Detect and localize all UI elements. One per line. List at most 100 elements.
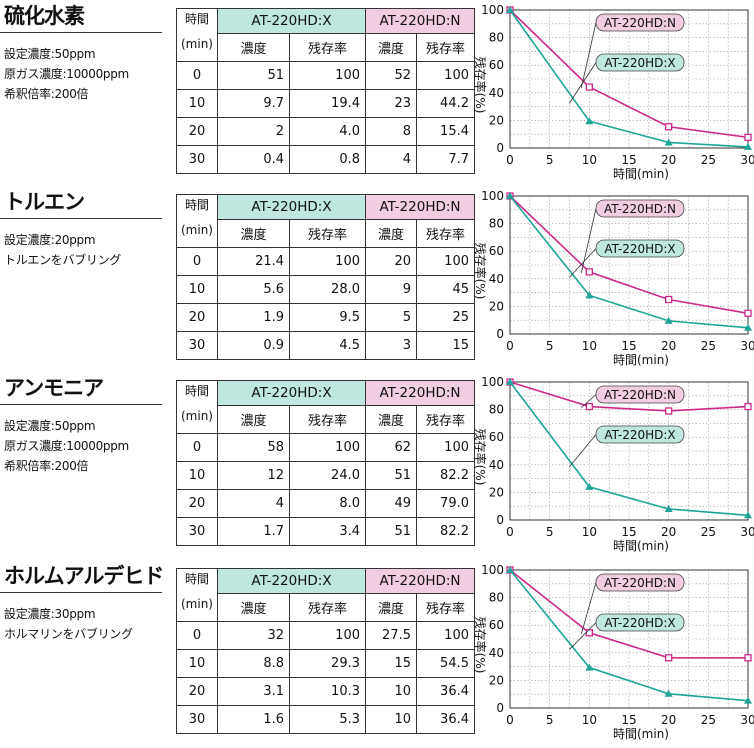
series-x — [506, 566, 752, 704]
table-row: 10 5.6 28.0 9 45 — [176, 275, 475, 304]
n-conc-header: 濃度 — [365, 33, 417, 62]
table-row: 20 3.1 10.3 10 36.4 — [176, 677, 475, 706]
n-residual-header: 残存率 — [416, 593, 475, 622]
header-row: 時間 AT-220HD:X AT-220HD:N — [176, 568, 475, 594]
data-point — [744, 323, 752, 331]
test-conditions: 設定濃度:30ppm ホルマリンをバブリング — [4, 604, 133, 644]
legend-label: AT-220HD:N — [604, 388, 676, 402]
time-cell: 20 — [176, 303, 218, 332]
x-axis-label: 時間(min) — [613, 353, 669, 367]
x-residual-header: 残存率 — [289, 33, 366, 62]
x-conc-header: 濃度 — [216, 219, 291, 248]
x-res-cell: 28.0 — [289, 275, 366, 304]
x-tick-label: 5 — [546, 153, 554, 167]
legend-x: AT-220HD:X — [569, 425, 685, 468]
x-tick-label: 30 — [740, 525, 754, 539]
x-conc-cell: 0.9 — [216, 331, 291, 360]
y-tick-label: 0 — [496, 327, 504, 341]
title-divider — [0, 592, 162, 593]
y-tick-label: 80 — [489, 31, 504, 45]
table-row: 10 12 24.0 51 82.2 — [176, 461, 475, 490]
y-tick-label: 20 — [489, 113, 504, 127]
time-header-label: 時間 — [184, 12, 209, 26]
legend-leader — [569, 622, 597, 650]
x-tick-label: 5 — [546, 713, 554, 727]
legend-box — [595, 53, 685, 72]
n-conc-header: 濃度 — [365, 219, 417, 248]
data-point — [744, 696, 752, 704]
time-cell: 30 — [176, 517, 218, 546]
n-conc-cell: 52 — [365, 61, 417, 90]
gas-section: アンモニア 設定濃度:50ppm 原ガス濃度:10000ppm 希釈倍率:200倍 時間… — [0, 374, 754, 554]
y-tick-label: 100 — [481, 375, 504, 389]
residual-chart: 0 20 40 60 80 100 0 5 10 15 20 25 30 時間(min) 残存率(%) AT-… — [473, 3, 754, 181]
x-tick-label: 10 — [582, 339, 597, 353]
table-row: 20 2 4.0 8 15.4 — [176, 117, 475, 146]
header-row: 時間 AT-220HD:X AT-220HD:N — [176, 380, 475, 406]
y-axis-label: 残存率(%) — [473, 57, 488, 114]
x-conc-cell: 51 — [216, 61, 291, 90]
n-conc-header: 濃度 — [365, 405, 417, 434]
table-row: 0 32 100 27.5 100 — [176, 621, 475, 650]
condition-line: 設定濃度:30ppm — [4, 607, 96, 621]
n-res-cell: 25 — [416, 303, 475, 332]
data-point — [664, 316, 673, 324]
time-cell: 30 — [176, 145, 218, 174]
data-point — [664, 138, 673, 146]
model-x-header: AT-220HD:X — [217, 194, 366, 220]
time-cell: 30 — [176, 331, 218, 360]
residual-chart: 0 20 40 60 80 100 0 5 10 15 20 25 30 時間(min) 残存率(%) AT-… — [473, 189, 754, 367]
x-res-cell: 5.3 — [289, 705, 366, 734]
results-table: 時間 AT-220HD:X AT-220HD:N (min) 濃度 残存率 濃度 残存率 0 58… — [176, 380, 475, 546]
time-header: 時間 — [176, 8, 218, 34]
x-axis-label: 時間(min) — [613, 167, 669, 181]
x-conc-cell: 3.1 — [216, 677, 291, 706]
gas-title: トルエン — [4, 190, 85, 214]
y-tick-label: 80 — [489, 217, 504, 231]
data-point — [506, 378, 514, 385]
time-cell: 20 — [176, 677, 218, 706]
x-conc-cell: 12 — [216, 461, 291, 490]
time-unit-label: (min) — [181, 36, 213, 51]
y-tick-label: 80 — [489, 403, 504, 417]
x-residual-header: 残存率 — [289, 593, 366, 622]
table-row: 30 1.6 5.3 10 36.4 — [176, 705, 475, 734]
x-tick-label: 15 — [621, 713, 636, 727]
x-res-cell: 0.8 — [289, 145, 366, 174]
x-conc-cell: 9.7 — [216, 89, 291, 118]
test-conditions: 設定濃度:50ppm 原ガス濃度:10000ppm 希釈倍率:200倍 — [4, 44, 129, 104]
model-x-header: AT-220HD:X — [217, 380, 366, 406]
time-unit-header: (min) — [176, 33, 218, 62]
n-res-cell: 100 — [416, 247, 475, 276]
y-tick-label: 60 — [489, 244, 504, 258]
x-conc-cell: 1.9 — [216, 303, 291, 332]
test-conditions: 設定濃度:20ppm トルエンをバブリング — [4, 230, 121, 270]
table-row: 30 1.7 3.4 51 82.2 — [176, 517, 475, 546]
table-row: 0 58 100 62 100 — [176, 433, 475, 462]
data-point — [506, 6, 514, 13]
time-unit-header: (min) — [176, 593, 218, 622]
n-res-cell: 36.4 — [416, 705, 475, 734]
data-point — [585, 83, 593, 91]
y-axis-label: 残存率(%) — [473, 617, 488, 674]
plot-frame — [509, 569, 749, 709]
subheader-row: (min) 濃度 残存率 濃度 残存率 — [176, 219, 475, 248]
x-res-cell: 10.3 — [289, 677, 366, 706]
legend-x: AT-220HD:X — [569, 613, 685, 650]
data-point — [585, 663, 594, 671]
legend-x: AT-220HD:X — [568, 53, 685, 104]
n-conc-cell: 4 — [365, 145, 417, 174]
header-row: 時間 AT-220HD:X AT-220HD:N — [176, 8, 475, 34]
data-point — [585, 291, 594, 299]
y-tick-label: 40 — [489, 86, 504, 100]
condition-line: 設定濃度:50ppm — [4, 47, 96, 61]
n-conc-cell: 51 — [365, 517, 417, 546]
y-tick-label: 20 — [489, 485, 504, 499]
x-conc-cell: 8.8 — [216, 649, 291, 678]
table-row: 20 1.9 9.5 5 25 — [176, 303, 475, 332]
y-tick-label: 20 — [489, 299, 504, 313]
condition-line: 希釈倍率:200倍 — [4, 459, 89, 473]
n-res-cell: 7.7 — [416, 145, 475, 174]
legend-label: AT-220HD:X — [604, 242, 675, 256]
table-row: 30 0.9 4.5 3 15 — [176, 331, 475, 360]
